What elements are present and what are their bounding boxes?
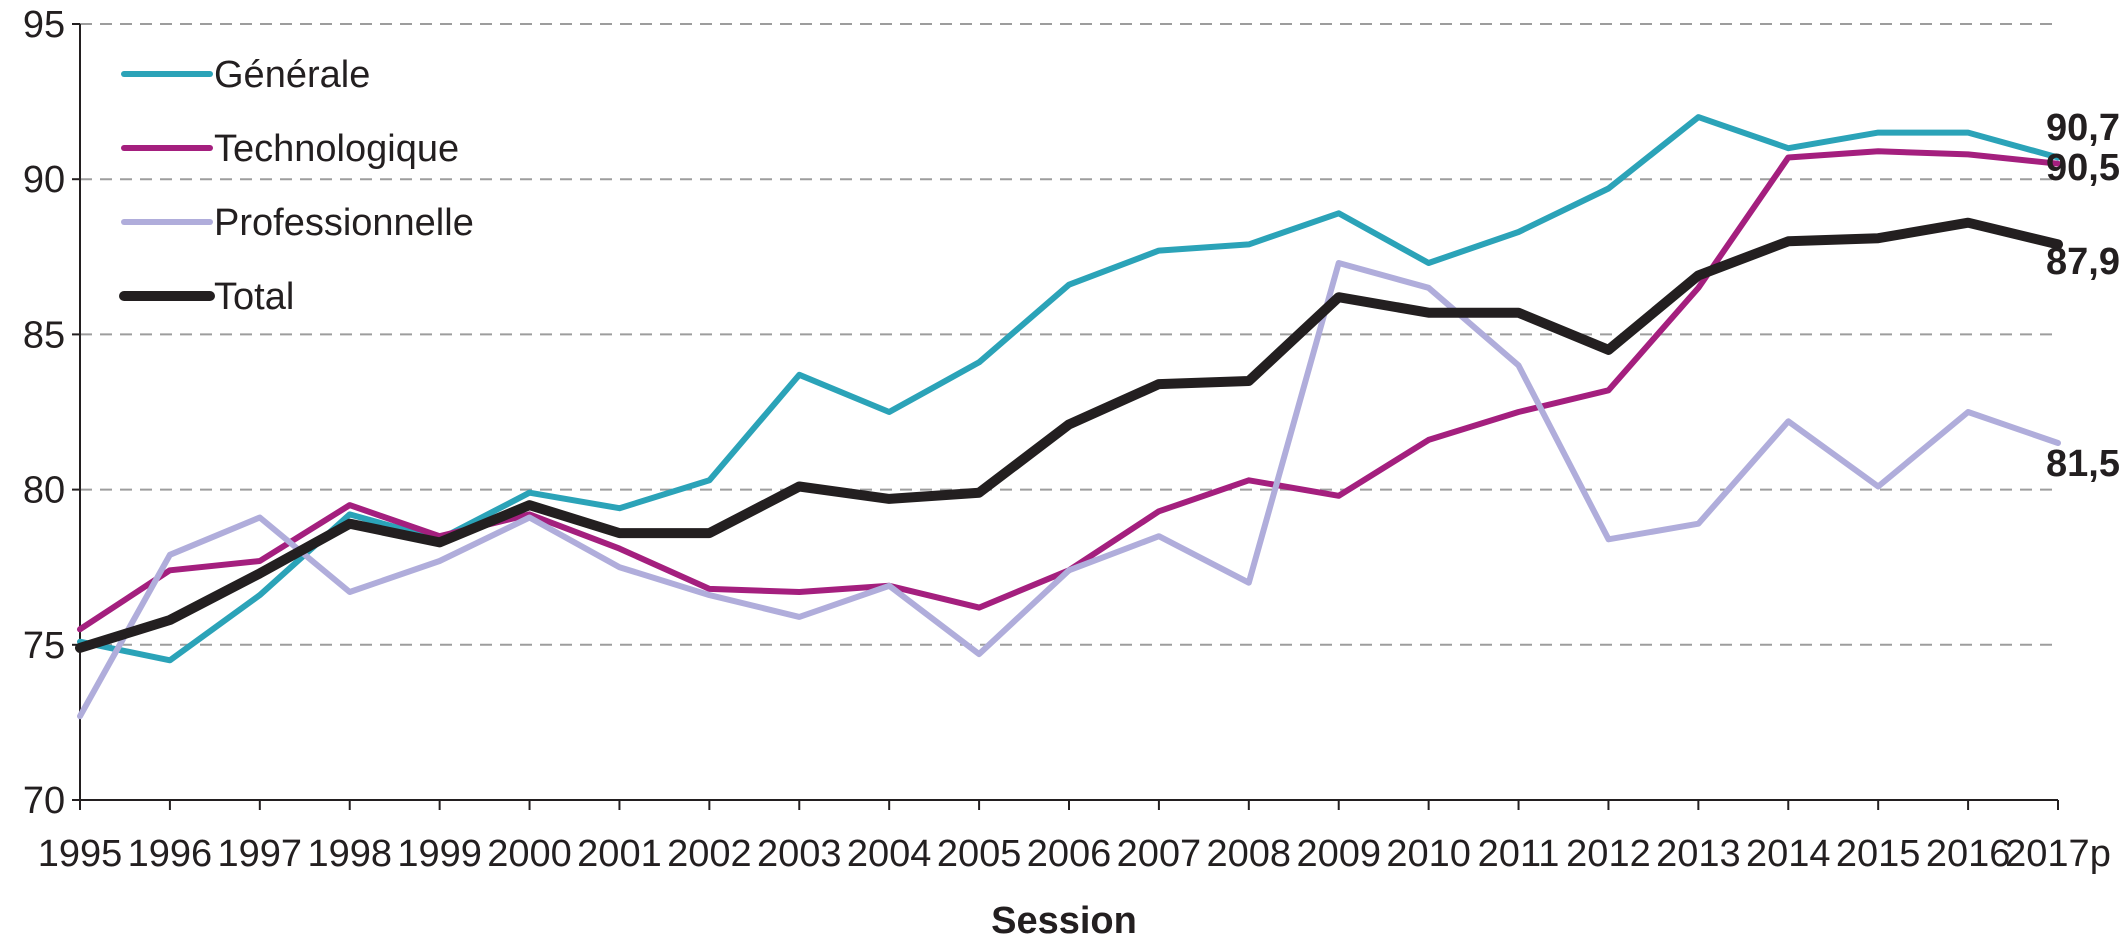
x-tick-label: 2010	[1386, 833, 1471, 875]
x-tick-label: 2009	[1296, 833, 1381, 875]
x-tick-label: 2000	[487, 833, 572, 875]
end-value-labels: 90,790,5 87,9 81,5	[2046, 107, 2120, 485]
legend-label: Professionnelle	[214, 202, 474, 244]
y-tick-label: 85	[23, 314, 65, 356]
legend-label: Total	[214, 276, 294, 318]
x-tick-label: 1997	[218, 833, 303, 875]
y-tick-label: 70	[23, 780, 65, 822]
x-tick-label: 2004	[847, 833, 932, 875]
y-tick-label: 95	[23, 4, 65, 46]
series-lines	[75, 114, 2063, 720]
x-axis-ticks: 1995 1996 1997 1998 1999 2000 2001 2002 2003 2004…	[38, 800, 2111, 875]
series-line-total	[75, 217, 2063, 653]
x-axis-label: Session	[991, 900, 1137, 942]
x-tick-label: 2008	[1207, 833, 1292, 875]
y-tick-label: 80	[23, 470, 65, 512]
end-value-label: 87,9	[2046, 241, 2120, 283]
x-tick-label: 2015	[1836, 833, 1921, 875]
series-line-professionnelle	[77, 260, 2061, 720]
y-axis-ticks: 70 75 80 85 90 95	[23, 4, 80, 822]
legend-label: Générale	[214, 54, 370, 96]
end-value-label: 90,7	[2046, 107, 2120, 149]
x-tick-label: 1998	[307, 833, 392, 875]
x-tick-label: 2002	[667, 833, 752, 875]
x-tick-label: 2013	[1656, 833, 1741, 875]
x-tick-label: 2014	[1746, 833, 1831, 875]
x-tick-label: 2001	[577, 833, 662, 875]
gridlines	[80, 23, 2058, 646]
x-tick-label: 1995	[38, 833, 123, 875]
legend-label: Technologique	[214, 128, 459, 170]
y-tick-label: 75	[23, 625, 65, 667]
x-tick-label: 2016	[1926, 833, 2011, 875]
x-tick-label: 1999	[397, 833, 482, 875]
legend: Générale Technologique Professionnelle Tota…	[119, 54, 474, 318]
x-tick-label: 2006	[1027, 833, 1112, 875]
x-tick-label: 1996	[128, 833, 213, 875]
x-tick-label: 2011	[1478, 833, 1560, 875]
x-tick-label: 2012	[1566, 833, 1651, 875]
y-tick-label: 90	[23, 159, 65, 201]
x-tick-label: 2005	[937, 833, 1022, 875]
x-tick-label: 2017p	[2005, 833, 2111, 875]
end-value-label: 90,5	[2046, 147, 2120, 189]
series-line-generale	[77, 114, 2061, 664]
x-tick-label: 2003	[757, 833, 842, 875]
end-value-label: 81,5	[2046, 443, 2120, 485]
x-tick-label: 2007	[1117, 833, 1202, 875]
